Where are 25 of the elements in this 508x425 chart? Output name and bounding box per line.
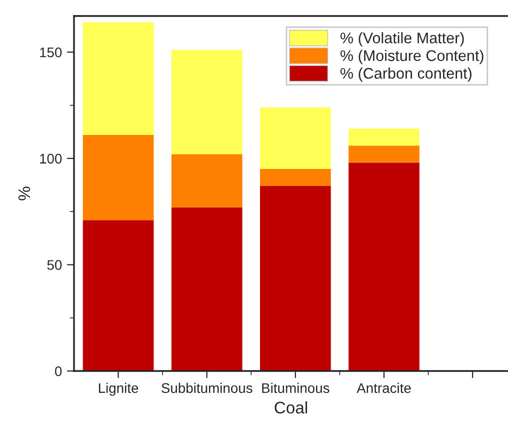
y-tick-label: 100: [40, 154, 62, 164]
bar: [82, 135, 154, 220]
bar: [260, 107, 331, 170]
bar: [82, 22, 154, 136]
legend-label: % (Moisture Content): [340, 50, 484, 64]
y-tick-label: 50: [47, 260, 62, 270]
x-tick-label: Subbituminous: [162, 382, 252, 394]
bar: [348, 146, 420, 163]
bar: [171, 207, 242, 371]
bar: [82, 220, 154, 371]
y-axis-title: %: [18, 186, 30, 200]
bar: [260, 186, 331, 371]
x-axis-title: Coal: [274, 401, 308, 414]
bar: [348, 128, 420, 146]
y-tick-label: 0: [55, 366, 62, 376]
x-tick-label: Bituminous: [262, 382, 330, 394]
x-tick-label: Antracite: [356, 382, 411, 394]
bar: [348, 162, 420, 371]
legend-label: % (Volatile Matter): [340, 32, 464, 46]
bar: [260, 169, 331, 186]
y-tick-label: 150: [40, 47, 62, 58]
bar: [171, 50, 242, 154]
legend-label: % (Carbon content): [340, 68, 472, 82]
x-tick-label: Lignite: [98, 382, 138, 396]
bar: [171, 154, 242, 208]
